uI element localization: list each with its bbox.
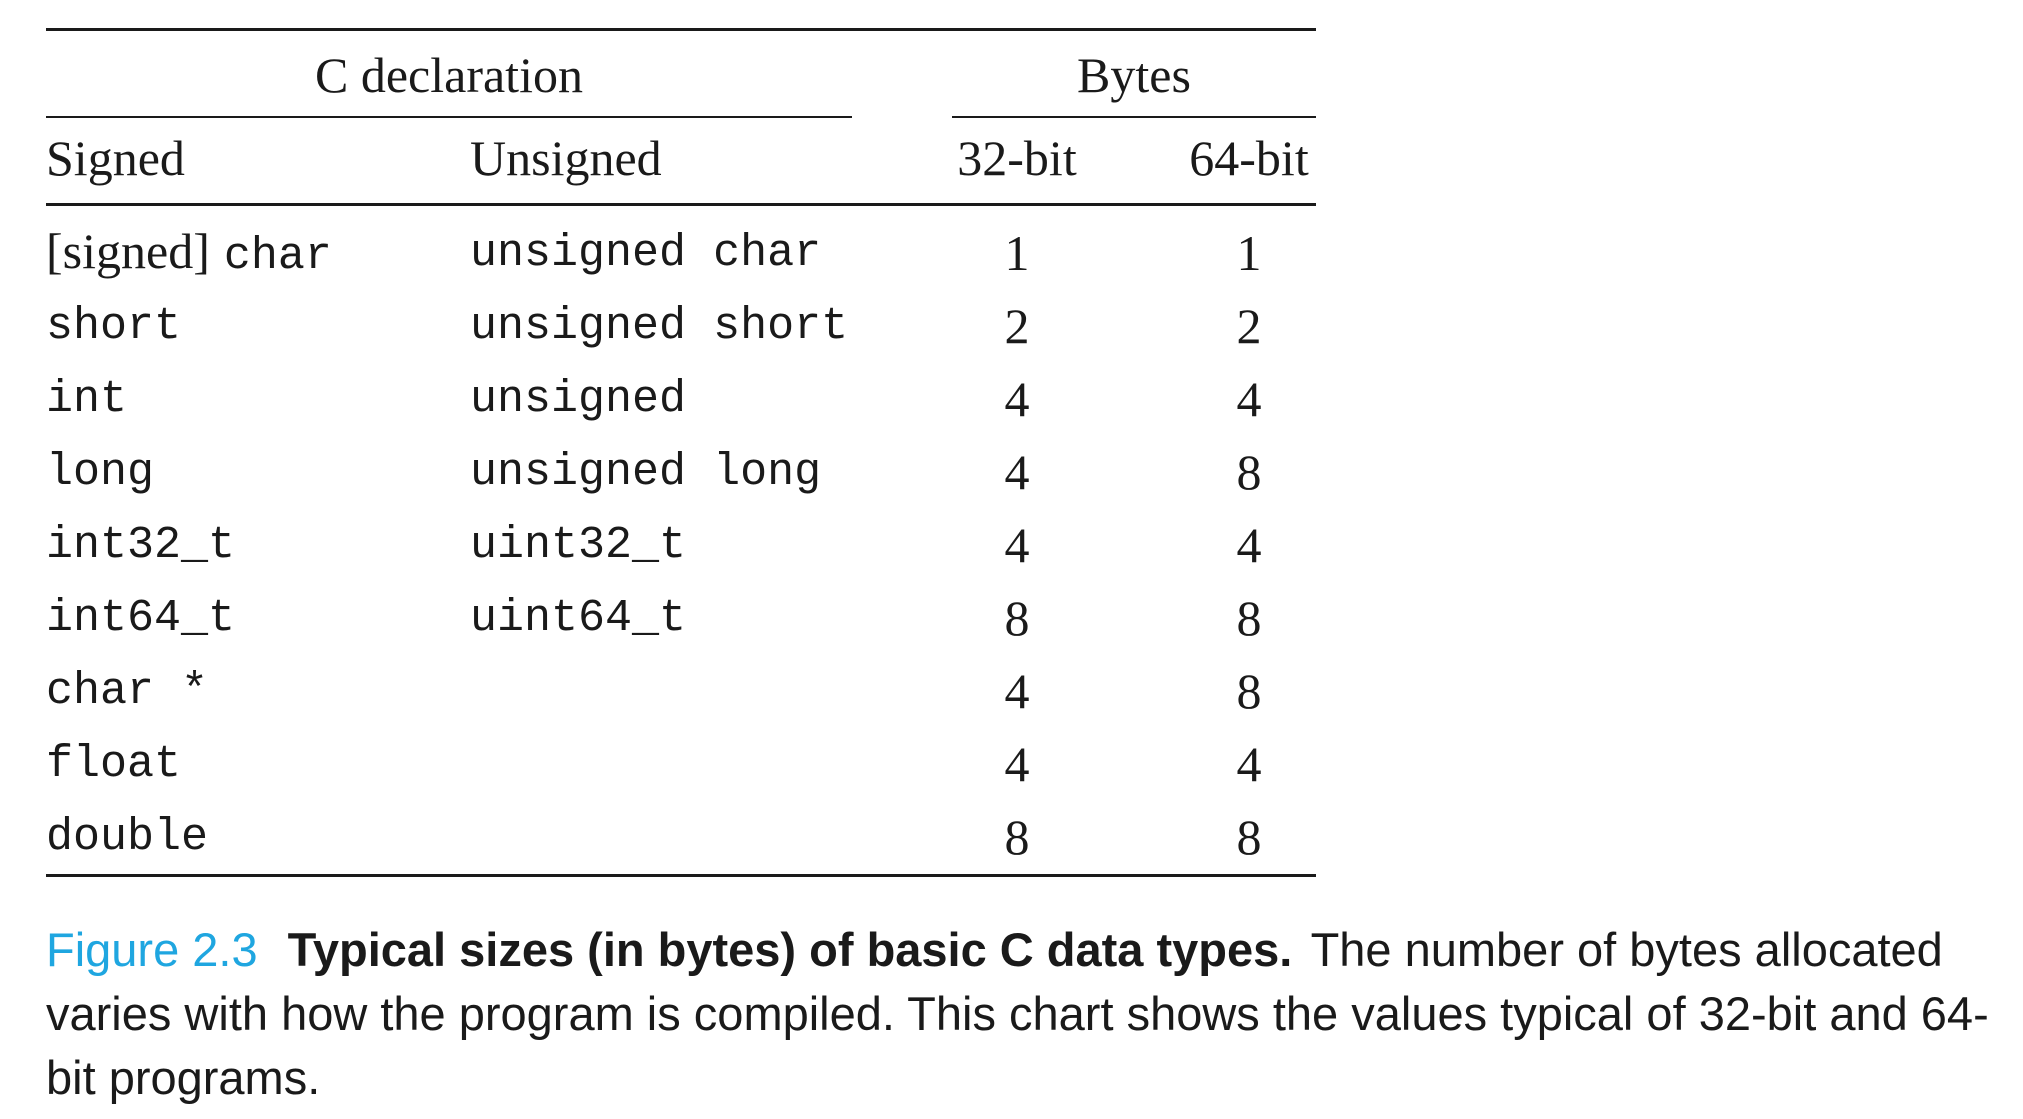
header-rule [46,203,1316,206]
unsigned-type: uint32_t [470,520,687,571]
unsigned-type: unsigned [470,228,687,279]
col-header-unsigned: Unsigned [470,130,662,186]
figure-label: Figure 2.3 [46,923,258,976]
bytes-64: 8 [1236,663,1262,719]
col-header-64bit: 64-bit [1189,130,1309,186]
bytes-32: 4 [1004,371,1030,427]
bytes-64: 4 [1236,517,1262,573]
top-rule [46,28,1316,31]
c-declaration-header: C declaration [315,47,583,103]
figure-caption-text: The number of bytes allocated varies wit… [46,923,1989,1104]
bytes-header: Bytes [1077,47,1191,103]
signed-type: int [46,374,128,425]
bytes-32: 4 [1004,736,1030,792]
figure-caption: Figure 2.3 Typical sizes (in bytes) of ba… [46,918,2006,1110]
signed-bracket: [signed] [46,223,210,279]
bytes-32: 2 [1004,298,1030,354]
c-declaration-underline [46,116,852,118]
bytes-32: 1 [1004,225,1030,281]
bytes-64: 4 [1236,736,1262,792]
bytes-32: 8 [1004,590,1030,646]
bytes-underline [952,116,1316,118]
unsigned-type-suffix: short [713,301,849,352]
col-header-32bit: 32-bit [957,130,1077,186]
bytes-32: 4 [1004,663,1030,719]
signed-type: char * [46,666,209,717]
signed-type: int64_t [46,593,236,644]
signed-type: short [46,301,182,352]
bytes-64: 4 [1236,371,1262,427]
signed-type: double [46,812,209,863]
signed-type: int32_t [46,520,236,571]
signed-type: long [46,447,155,498]
signed-type: float [46,739,182,790]
unsigned-type-suffix: long [713,447,822,498]
bytes-32: 8 [1004,809,1030,865]
bytes-64: 8 [1236,590,1262,646]
unsigned-type: unsigned [470,301,687,352]
unsigned-type: uint64_t [470,593,687,644]
signed-type: char [223,231,332,282]
unsigned-type: unsigned [470,374,687,425]
bytes-64: 8 [1236,809,1262,865]
bytes-64: 2 [1236,298,1262,354]
bytes-64: 8 [1236,444,1262,500]
unsigned-type: unsigned [470,447,687,498]
bytes-32: 4 [1004,517,1030,573]
bottom-rule [46,874,1316,877]
bytes-32: 4 [1004,444,1030,500]
bytes-64: 1 [1236,225,1262,281]
col-header-signed: Signed [46,130,185,186]
figure-title: Typical sizes (in bytes) of basic C data… [287,923,1293,976]
unsigned-type-suffix: char [713,228,822,279]
